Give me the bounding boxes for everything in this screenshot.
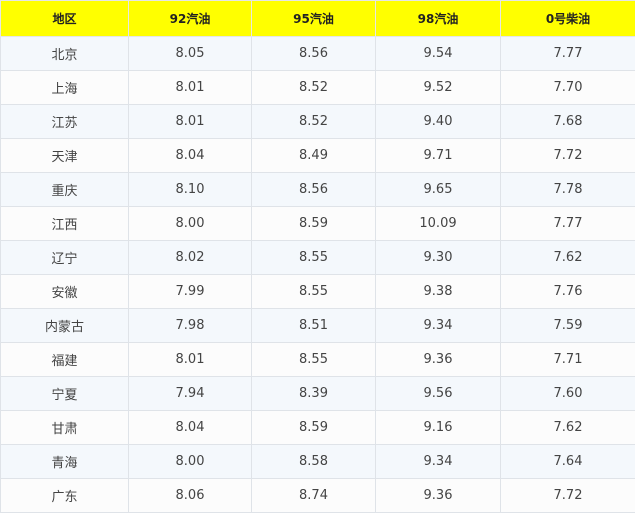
cell-gas-95: 8.49 [251, 138, 376, 173]
cell-region: 上海 [0, 70, 129, 105]
header-row: 地区 92汽油 95汽油 98汽油 0号柴油 [0, 0, 635, 37]
cell-gas-98: 9.36 [375, 342, 501, 377]
table-row: 北京 8.05 8.56 9.54 7.77 [0, 36, 635, 71]
cell-region: 福建 [0, 342, 129, 377]
cell-gas-95: 8.51 [251, 308, 376, 343]
cell-gas-98: 10.09 [375, 206, 501, 241]
table-row: 福建 8.01 8.55 9.36 7.71 [0, 342, 635, 377]
header-gas-98: 98汽油 [375, 0, 501, 37]
cell-gas-92: 7.98 [128, 308, 252, 343]
cell-region: 江苏 [0, 104, 129, 139]
cell-gas-95: 8.55 [251, 342, 376, 377]
cell-gas-92: 8.01 [128, 70, 252, 105]
cell-gas-98: 9.16 [375, 410, 501, 445]
table-row: 辽宁 8.02 8.55 9.30 7.62 [0, 240, 635, 275]
cell-diesel-0: 7.72 [500, 478, 635, 513]
cell-gas-98: 9.36 [375, 478, 501, 513]
cell-diesel-0: 7.64 [500, 444, 635, 479]
cell-gas-92: 8.05 [128, 36, 252, 71]
cell-diesel-0: 7.71 [500, 342, 635, 377]
cell-gas-92: 8.02 [128, 240, 252, 275]
header-gas-95: 95汽油 [251, 0, 376, 37]
cell-gas-95: 8.52 [251, 70, 376, 105]
cell-region: 青海 [0, 444, 129, 479]
cell-gas-92: 7.94 [128, 376, 252, 411]
cell-gas-98: 9.54 [375, 36, 501, 71]
cell-region: 内蒙古 [0, 308, 129, 343]
header-region: 地区 [0, 0, 129, 37]
cell-gas-95: 8.58 [251, 444, 376, 479]
cell-gas-92: 8.01 [128, 342, 252, 377]
cell-region: 辽宁 [0, 240, 129, 275]
cell-gas-95: 8.59 [251, 410, 376, 445]
cell-gas-92: 8.04 [128, 410, 252, 445]
table-row: 甘肃 8.04 8.59 9.16 7.62 [0, 410, 635, 445]
cell-gas-98: 9.34 [375, 308, 501, 343]
cell-gas-92: 8.04 [128, 138, 252, 173]
table-row: 重庆 8.10 8.56 9.65 7.78 [0, 172, 635, 207]
table-row: 安徽 7.99 8.55 9.38 7.76 [0, 274, 635, 309]
cell-diesel-0: 7.62 [500, 240, 635, 275]
cell-region: 天津 [0, 138, 129, 173]
cell-diesel-0: 7.68 [500, 104, 635, 139]
cell-region: 重庆 [0, 172, 129, 207]
cell-diesel-0: 7.59 [500, 308, 635, 343]
cell-gas-98: 9.52 [375, 70, 501, 105]
cell-gas-92: 8.01 [128, 104, 252, 139]
table-row: 内蒙古 7.98 8.51 9.34 7.59 [0, 308, 635, 343]
cell-gas-98: 9.38 [375, 274, 501, 309]
cell-gas-95: 8.55 [251, 240, 376, 275]
table-row: 广东 8.06 8.74 9.36 7.72 [0, 478, 635, 513]
cell-diesel-0: 7.78 [500, 172, 635, 207]
table-row: 青海 8.00 8.58 9.34 7.64 [0, 444, 635, 479]
cell-region: 广东 [0, 478, 129, 513]
cell-gas-92: 8.10 [128, 172, 252, 207]
cell-gas-92: 8.00 [128, 206, 252, 241]
cell-diesel-0: 7.77 [500, 206, 635, 241]
cell-gas-98: 9.40 [375, 104, 501, 139]
table-body: 北京 8.05 8.56 9.54 7.77 上海 8.01 8.52 9.52 7.70 江苏 8.… [0, 36, 635, 513]
cell-region: 江西 [0, 206, 129, 241]
cell-gas-98: 9.34 [375, 444, 501, 479]
cell-gas-95: 8.55 [251, 274, 376, 309]
cell-gas-98: 9.30 [375, 240, 501, 275]
cell-region: 安徽 [0, 274, 129, 309]
cell-gas-95: 8.39 [251, 376, 376, 411]
cell-gas-98: 9.56 [375, 376, 501, 411]
table-row: 上海 8.01 8.52 9.52 7.70 [0, 70, 635, 105]
cell-gas-95: 8.52 [251, 104, 376, 139]
cell-gas-92: 7.99 [128, 274, 252, 309]
header-diesel-0: 0号柴油 [500, 0, 635, 37]
cell-diesel-0: 7.70 [500, 70, 635, 105]
cell-diesel-0: 7.76 [500, 274, 635, 309]
table-row: 宁夏 7.94 8.39 9.56 7.60 [0, 376, 635, 411]
cell-gas-95: 8.59 [251, 206, 376, 241]
cell-diesel-0: 7.77 [500, 36, 635, 71]
cell-region: 甘肃 [0, 410, 129, 445]
cell-diesel-0: 7.60 [500, 376, 635, 411]
cell-diesel-0: 7.72 [500, 138, 635, 173]
cell-region: 宁夏 [0, 376, 129, 411]
cell-gas-92: 8.00 [128, 444, 252, 479]
cell-region: 北京 [0, 36, 129, 71]
cell-gas-98: 9.65 [375, 172, 501, 207]
table-row: 江西 8.00 8.59 10.09 7.77 [0, 206, 635, 241]
header-gas-92: 92汽油 [128, 0, 252, 37]
cell-diesel-0: 7.62 [500, 410, 635, 445]
cell-gas-92: 8.06 [128, 478, 252, 513]
cell-gas-95: 8.56 [251, 36, 376, 71]
table-row: 江苏 8.01 8.52 9.40 7.68 [0, 104, 635, 139]
cell-gas-95: 8.74 [251, 478, 376, 513]
table-row: 天津 8.04 8.49 9.71 7.72 [0, 138, 635, 173]
cell-gas-95: 8.56 [251, 172, 376, 207]
cell-gas-98: 9.71 [375, 138, 501, 173]
